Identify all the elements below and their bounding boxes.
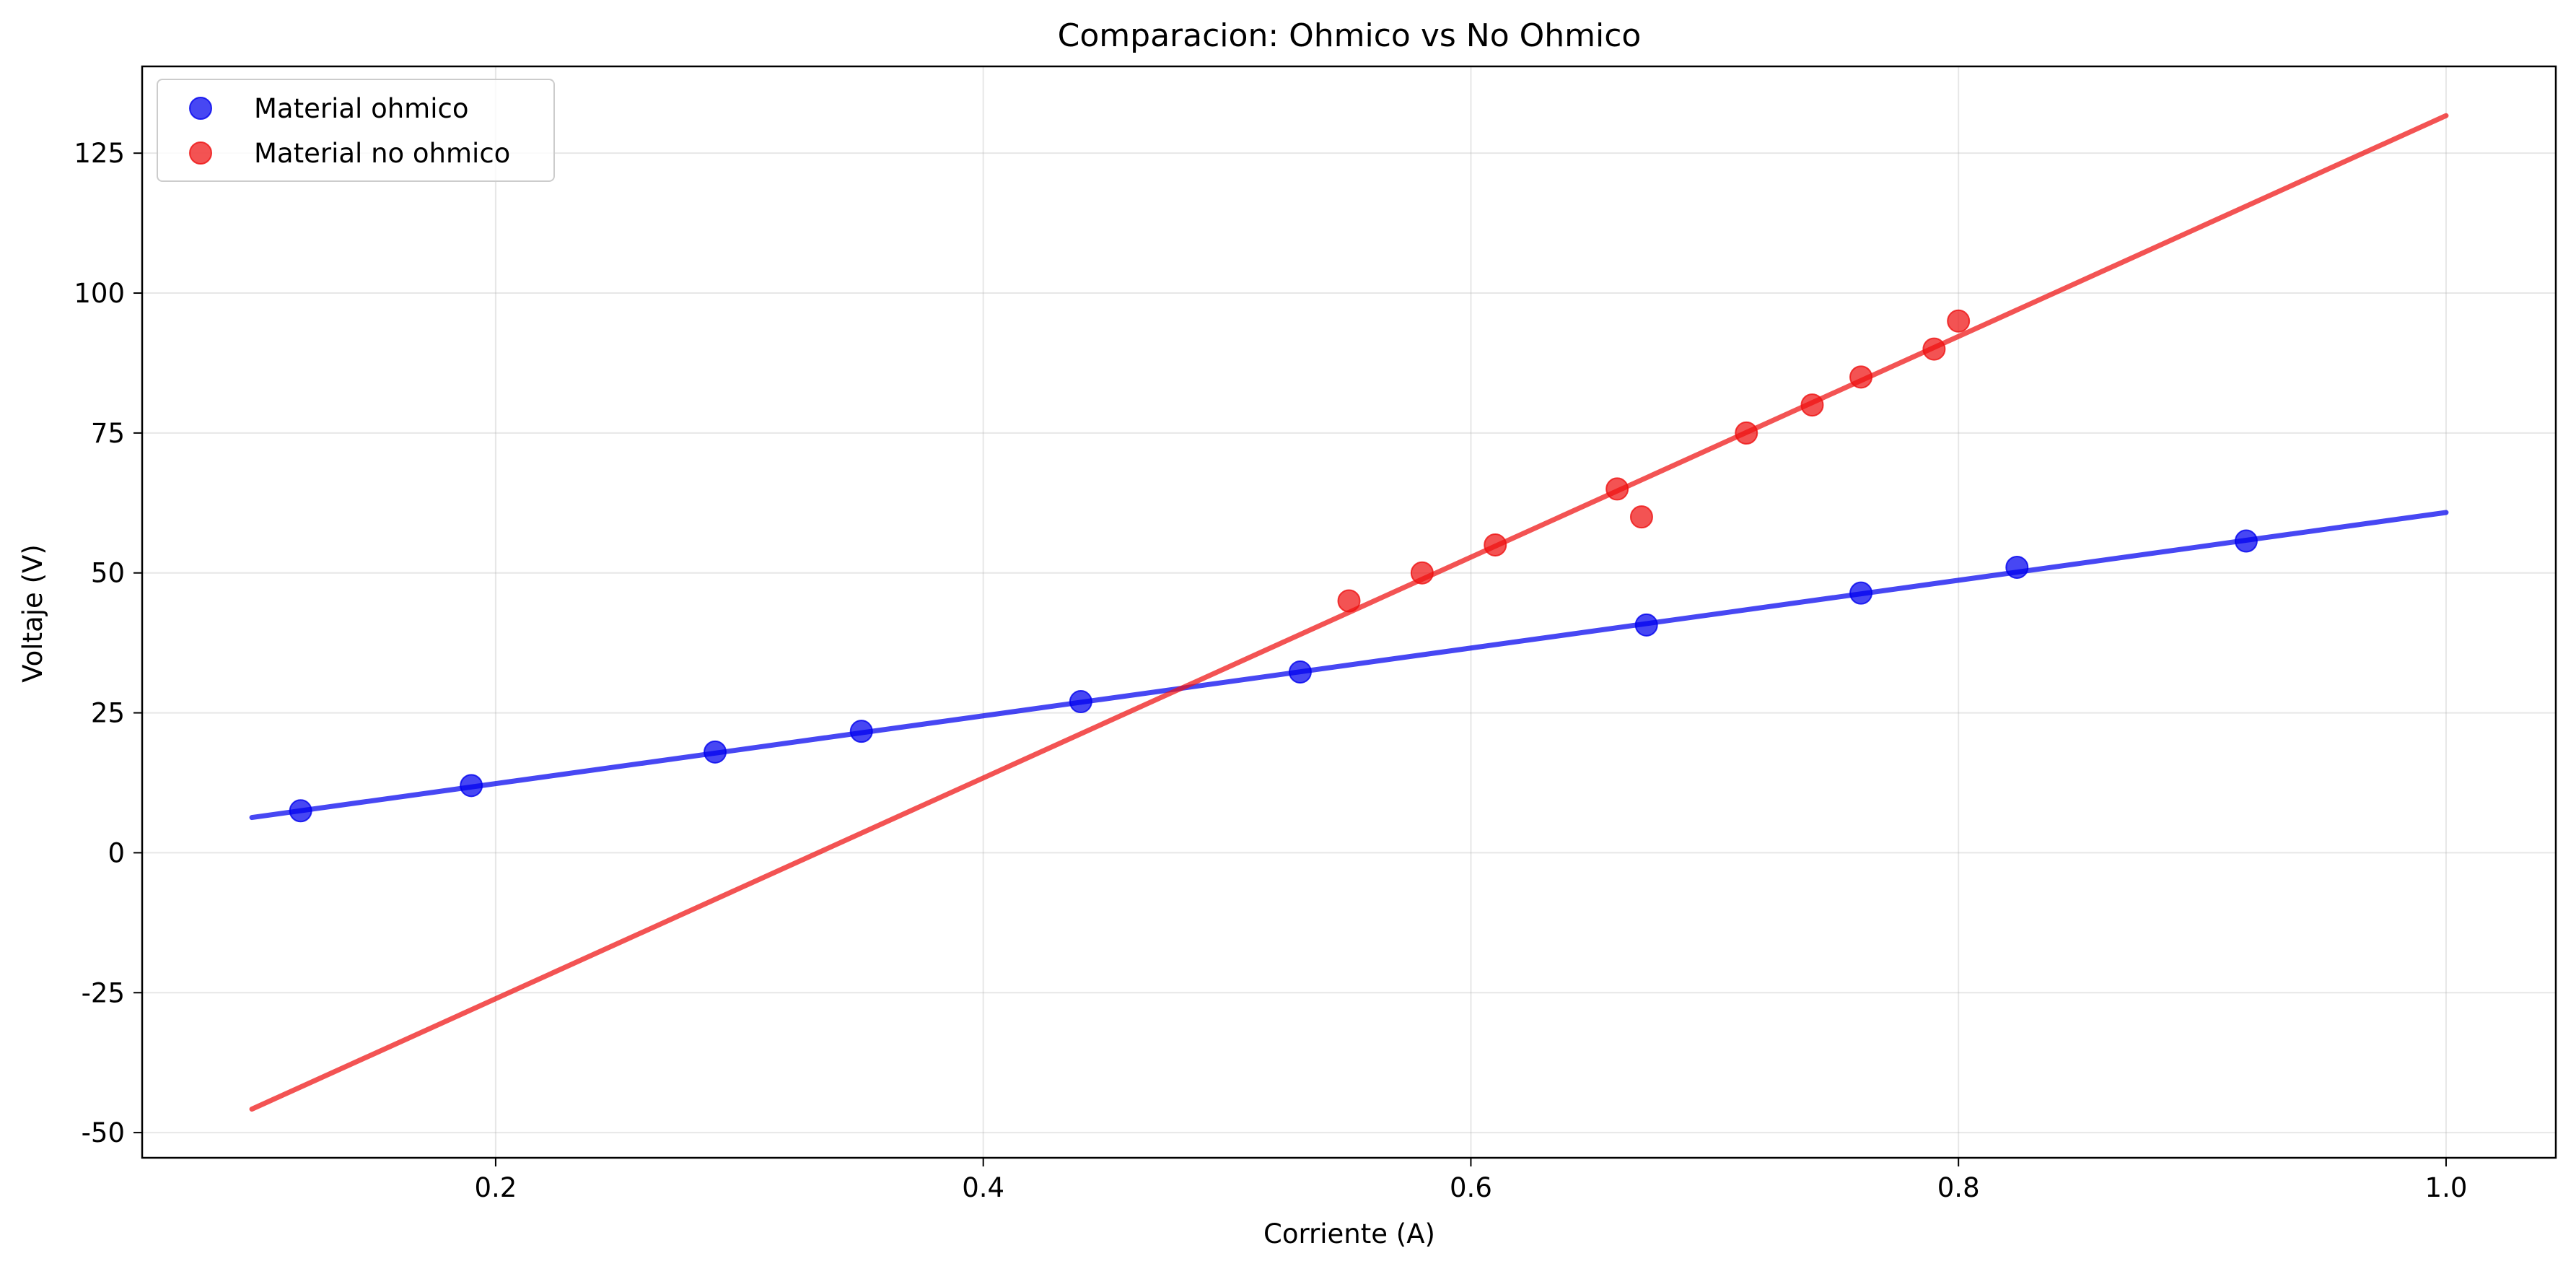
y-tick-label: 50 <box>91 558 125 589</box>
data-point-ohmico <box>849 720 873 743</box>
data-point-no-ohmico <box>1410 561 1434 585</box>
x-tick-label: 0.6 <box>1450 1172 1492 1203</box>
data-point-no-ohmico <box>1484 533 1507 557</box>
grid <box>142 66 2556 1158</box>
legend-marker-no-ohmico <box>189 141 212 165</box>
plot-frame <box>141 65 2557 1159</box>
legend-marker-ohmico <box>189 97 212 120</box>
legend: Material ohmico Material no ohmico <box>157 79 555 182</box>
y-tick-label: 125 <box>74 138 125 169</box>
data-point-no-ohmico <box>1800 393 1824 417</box>
x-tick-label: 1.0 <box>2425 1172 2468 1203</box>
x-axis-ticks: 0.2 0.4 0.6 0.8 1.0 <box>475 1158 2468 1203</box>
data-point-ohmico <box>460 774 483 798</box>
x-tick-label: 0.2 <box>475 1172 517 1203</box>
data-point-no-ohmico <box>1922 337 1946 361</box>
data-point-no-ohmico <box>1605 477 1629 501</box>
y-tick-label: -25 <box>82 977 125 1008</box>
y-axis-label: Voltaje (V) <box>17 544 48 683</box>
data-point-ohmico <box>704 740 727 764</box>
y-tick-label: -50 <box>82 1117 125 1148</box>
legend-box <box>157 79 555 182</box>
data-point-ohmico <box>1288 660 1312 684</box>
data-point-ohmico <box>2234 529 2258 553</box>
y-tick-label: 25 <box>91 698 125 729</box>
y-tick-label: 0 <box>108 837 125 868</box>
data-point-ohmico <box>2005 555 2029 579</box>
data-point-no-ohmico <box>1849 365 1873 389</box>
x-tick-label: 0.8 <box>1937 1172 1980 1203</box>
data-points <box>289 309 2258 823</box>
fit-line-ohmico <box>249 510 2449 821</box>
data-point-no-ohmico <box>1947 309 1971 333</box>
x-axis-label: Corriente (A) <box>1263 1218 1435 1249</box>
legend-label-ohmico: Material ohmico <box>254 93 468 124</box>
data-point-no-ohmico <box>1735 421 1758 445</box>
y-tick-label: 100 <box>74 278 125 309</box>
data-point-no-ohmico <box>1629 505 1653 529</box>
data-point-ohmico <box>1634 613 1658 637</box>
chart-title: Comparacion: Ohmico vs No Ohmico <box>1058 17 1642 54</box>
data-point-ohmico <box>1069 690 1092 714</box>
y-tick-label: 75 <box>91 418 125 449</box>
data-point-ohmico <box>1849 581 1873 605</box>
y-axis-ticks: -50 -25 0 25 50 75 100 125 <box>74 138 142 1148</box>
legend-label-no-ohmico: Material no ohmico <box>254 138 510 169</box>
data-point-no-ohmico <box>1337 589 1361 613</box>
x-tick-label: 0.4 <box>962 1172 1004 1203</box>
data-point-ohmico <box>289 799 312 823</box>
